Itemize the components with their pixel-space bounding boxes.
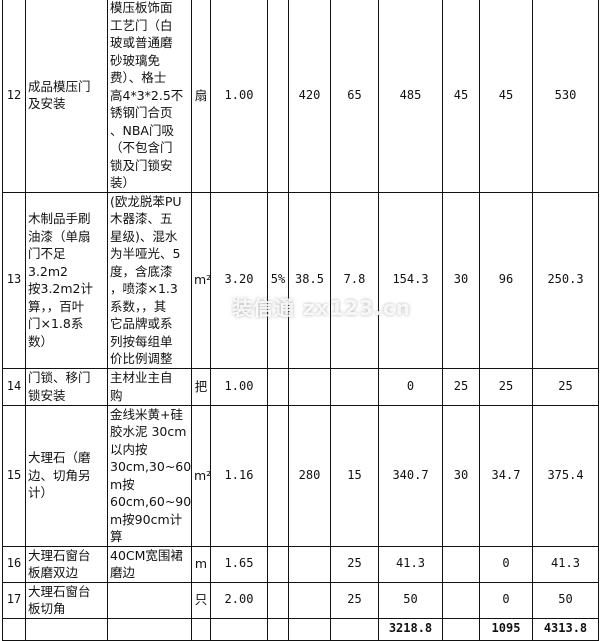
total-cell-total: 4313.8 [532, 617, 599, 641]
cell-c4 [442, 581, 480, 619]
cell-total: 25 [532, 367, 599, 406]
cell-desc: 40CM宽围裙 磨边 [107, 545, 192, 583]
cell-c3: 485 [378, 0, 443, 193]
total-cell-c3: 3218.8 [378, 617, 443, 641]
cell-c3: 0 [378, 367, 443, 406]
table-row: 17 大理石窗台 板切角只 2.00 25 50 0 50 [2, 581, 599, 619]
cell-name: 门锁、移门 锁安装 [25, 367, 108, 406]
cell-c4: 25 [442, 367, 480, 406]
cell-name: 大理石窗台 板切角 [25, 581, 108, 619]
cell-c4: 45 [442, 0, 480, 193]
cell-c1: 38.5 [288, 191, 331, 369]
total-cell-c5: 1095 [479, 617, 533, 641]
totals-row: 3218.8 1095 4313.8 [2, 617, 599, 641]
cell-no: 15 [2, 404, 26, 547]
cell-desc: (欧龙脱苯PU 木器漆、五 星级)、混水 为半哑光、5 度，含底漆 ，喷漆×1.… [107, 191, 192, 369]
cell-c1 [288, 581, 331, 619]
cell-name: 大理石窗台 板磨双边 [25, 545, 108, 583]
cell-loss [267, 404, 289, 547]
table-row: 14 门锁、移门 锁安装 主材业主自 购把 1.00 0 25 25 25 [2, 367, 599, 406]
cell-c1: 280 [288, 404, 331, 547]
cell-c5: 0 [479, 545, 533, 583]
cell-no: 17 [2, 581, 26, 619]
cell-c3: 41.3 [378, 545, 443, 583]
cell-qty: 1.00 [210, 0, 268, 193]
total-cell-desc [107, 617, 192, 641]
table-row: 15 大理石（磨 边、切角另 计） 金线米黄+硅 胶水泥 30cm 以内按 30cm… [2, 404, 599, 547]
cell-c2: 25 [330, 545, 379, 583]
cell-c3: 50 [378, 581, 443, 619]
total-cell-name [25, 617, 108, 641]
cell-c3: 340.7 [378, 404, 443, 547]
cell-c2: 7.8 [330, 191, 379, 369]
cell-total: 375.4 [532, 404, 599, 547]
cell-unit: 只 [191, 581, 211, 619]
cell-loss [267, 0, 289, 193]
cell-name: 木制品手刷 油漆（单扇 门不足3.2m2 按3.2m2计 算，，百叶 门×1.8… [25, 191, 108, 369]
cell-desc: 主材业主自 购 [107, 367, 192, 406]
cell-loss: 5% [267, 191, 289, 369]
cell-loss [267, 367, 289, 406]
cell-unit: 扇 [191, 0, 211, 193]
cell-total: 530 [532, 0, 599, 193]
cell-loss [267, 545, 289, 583]
cell-c5: 34.7 [479, 404, 533, 547]
cell-c3: 154.3 [378, 191, 443, 369]
cell-qty: 2.00 [210, 581, 268, 619]
cell-no: 16 [2, 545, 26, 583]
total-cell-c4 [442, 617, 480, 641]
cell-no: 13 [2, 191, 26, 369]
cell-c2: 65 [330, 0, 379, 193]
total-cell-c2 [330, 617, 379, 641]
cell-c5: 25 [479, 367, 533, 406]
cell-desc: 金线米黄+硅 胶水泥 30cm 以内按 30cm,30~60c m按 60cm,… [107, 404, 192, 547]
table-row: 12 成品模压门 及安装 模压板饰面 工艺门（白 玻或普通磨 砂玻璃免 费）、格士 … [2, 0, 599, 193]
watermark: 装信通 zx123.cn [232, 296, 411, 320]
cell-c4 [442, 545, 480, 583]
cell-total: 250.3 [532, 191, 599, 369]
cell-c5: 0 [479, 581, 533, 619]
cell-c1: 420 [288, 0, 331, 193]
cell-qty: 1.16 [210, 404, 268, 547]
cell-qty: 3.20 [210, 191, 268, 369]
cell-total: 41.3 [532, 545, 599, 583]
cell-desc [107, 581, 192, 619]
cell-c2: 15 [330, 404, 379, 547]
cell-c5: 96 [479, 191, 533, 369]
total-cell-loss [267, 617, 289, 641]
cell-name: 大理石（磨 边、切角另 计） [25, 404, 108, 547]
cell-unit: m [191, 545, 211, 583]
cell-name: 成品模压门 及安装 [25, 0, 108, 193]
cell-c2 [330, 367, 379, 406]
cell-total: 50 [532, 581, 599, 619]
cell-unit: m² [191, 404, 211, 547]
table-row: 13 木制品手刷 油漆（单扇 门不足3.2m2 按3.2m2计 算，，百叶 门×1… [2, 191, 599, 369]
cell-no: 12 [2, 0, 26, 193]
total-cell-qty [210, 617, 268, 641]
cell-unit: m² [191, 191, 211, 369]
cell-loss [267, 581, 289, 619]
cell-c4: 30 [442, 404, 480, 547]
cell-no: 14 [2, 367, 26, 406]
cell-c4: 30 [442, 191, 480, 369]
cell-c2: 25 [330, 581, 379, 619]
cell-c1 [288, 545, 331, 583]
table-row: 16 大理石窗台 板磨双边 40CM宽围裙 磨边 m 1.65 25 41.3 0 41.3 [2, 545, 599, 583]
total-cell-c1 [288, 617, 331, 641]
total-cell-no [2, 617, 26, 641]
cell-desc: 模压板饰面 工艺门（白 玻或普通磨 砂玻璃免 费）、格士 高4*3*2.5不 锈… [107, 0, 192, 193]
cell-unit: 把 [191, 367, 211, 406]
cell-c5: 45 [479, 0, 533, 193]
total-cell-unit [191, 617, 211, 641]
cell-qty: 1.00 [210, 367, 268, 406]
cell-c1 [288, 367, 331, 406]
cell-qty: 1.65 [210, 545, 268, 583]
